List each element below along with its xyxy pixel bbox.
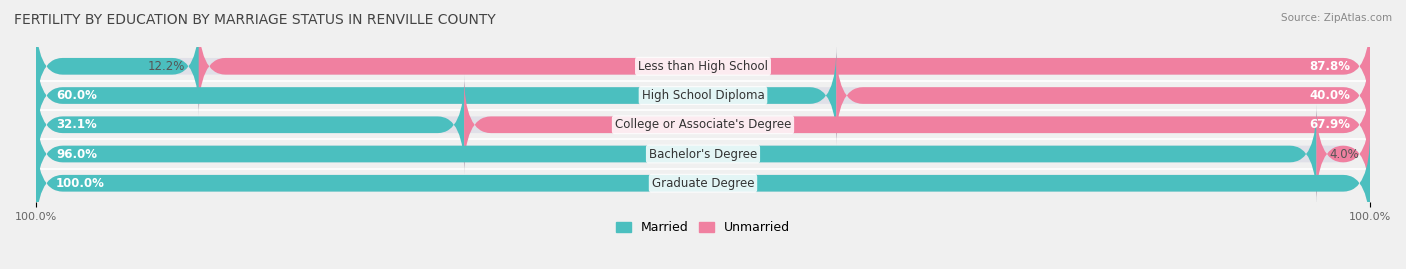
Text: Source: ZipAtlas.com: Source: ZipAtlas.com bbox=[1281, 13, 1392, 23]
Text: Graduate Degree: Graduate Degree bbox=[652, 177, 754, 190]
Text: Less than High School: Less than High School bbox=[638, 60, 768, 73]
FancyBboxPatch shape bbox=[37, 45, 837, 146]
Text: College or Associate's Degree: College or Associate's Degree bbox=[614, 118, 792, 131]
Text: High School Diploma: High School Diploma bbox=[641, 89, 765, 102]
Text: FERTILITY BY EDUCATION BY MARRIAGE STATUS IN RENVILLE COUNTY: FERTILITY BY EDUCATION BY MARRIAGE STATU… bbox=[14, 13, 496, 27]
FancyBboxPatch shape bbox=[37, 16, 1369, 116]
FancyBboxPatch shape bbox=[198, 16, 1369, 116]
Text: 67.9%: 67.9% bbox=[1309, 118, 1350, 131]
FancyBboxPatch shape bbox=[837, 45, 1369, 146]
FancyBboxPatch shape bbox=[37, 104, 1369, 204]
Text: Bachelor's Degree: Bachelor's Degree bbox=[650, 147, 756, 161]
FancyBboxPatch shape bbox=[37, 75, 1369, 175]
Text: 4.0%: 4.0% bbox=[1330, 147, 1360, 161]
FancyBboxPatch shape bbox=[37, 16, 200, 116]
Legend: Married, Unmarried: Married, Unmarried bbox=[612, 216, 794, 239]
Text: 60.0%: 60.0% bbox=[56, 89, 97, 102]
FancyBboxPatch shape bbox=[37, 133, 1369, 233]
FancyBboxPatch shape bbox=[37, 104, 1316, 204]
FancyBboxPatch shape bbox=[1316, 104, 1369, 204]
FancyBboxPatch shape bbox=[464, 75, 1369, 175]
FancyBboxPatch shape bbox=[37, 133, 1369, 233]
Text: 12.2%: 12.2% bbox=[148, 60, 186, 73]
Text: 96.0%: 96.0% bbox=[56, 147, 97, 161]
Text: 100.0%: 100.0% bbox=[56, 177, 105, 190]
FancyBboxPatch shape bbox=[37, 45, 1369, 146]
Text: 32.1%: 32.1% bbox=[56, 118, 97, 131]
Text: 40.0%: 40.0% bbox=[1309, 89, 1350, 102]
FancyBboxPatch shape bbox=[37, 75, 464, 175]
Text: 87.8%: 87.8% bbox=[1309, 60, 1350, 73]
